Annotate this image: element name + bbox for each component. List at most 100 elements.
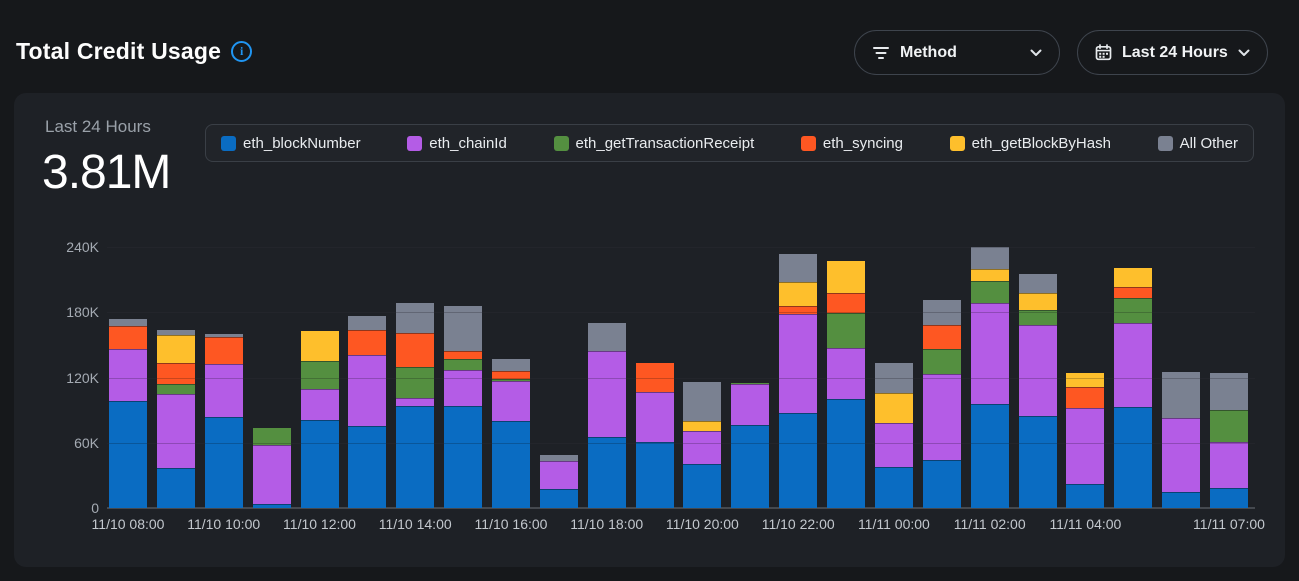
bar-segment-eth_syncing[interactable] — [348, 329, 387, 355]
bar-segment-eth_chainId[interactable] — [396, 398, 435, 406]
bar-segment-eth_getTransactionReceipt[interactable] — [731, 382, 770, 384]
bar-segment-eth_blockNumber[interactable] — [348, 426, 387, 508]
bar-segment-All Other[interactable] — [874, 363, 913, 393]
bar-segment-eth_getTransactionReceipt[interactable] — [492, 378, 530, 381]
bar-segment-eth_chainId[interactable] — [683, 430, 722, 465]
bar-segment-eth_chainId[interactable] — [109, 349, 147, 402]
bar-segment-eth_blockNumber[interactable] — [492, 420, 530, 508]
bar-segment-eth_chainId[interactable] — [1162, 417, 1201, 492]
chart-bar[interactable] — [874, 363, 913, 508]
bar-segment-eth_chainId[interactable] — [492, 380, 530, 421]
bar-segment-eth_blockNumber[interactable] — [970, 403, 1009, 509]
bar-segment-eth_chainId[interactable] — [779, 314, 818, 414]
bar-segment-All Other[interactable] — [156, 329, 195, 336]
bar-segment-eth_chainId[interactable] — [635, 391, 674, 442]
bar-segment-eth_getBlockByHash[interactable] — [156, 335, 195, 364]
bar-segment-eth_chainId[interactable] — [156, 393, 195, 468]
chart-bar[interactable] — [1114, 267, 1153, 508]
bar-segment-eth_blockNumber[interactable] — [635, 441, 674, 508]
bar-segment-All Other[interactable] — [444, 305, 483, 352]
bar-segment-eth_blockNumber[interactable] — [827, 399, 865, 508]
bar-segment-eth_chainId[interactable] — [922, 374, 961, 461]
chart-bar[interactable] — [827, 261, 865, 508]
bar-segment-All Other[interactable] — [348, 315, 387, 330]
bar-segment-eth_blockNumber[interactable] — [1162, 491, 1201, 508]
chart-bar[interactable] — [970, 247, 1009, 509]
chart-bar[interactable] — [779, 253, 818, 509]
bar-segment-eth_syncing[interactable] — [156, 363, 195, 385]
bar-segment-eth_getTransactionReceipt[interactable] — [970, 280, 1009, 303]
bar-segment-eth_getTransactionReceipt[interactable] — [444, 358, 483, 370]
bar-segment-eth_getTransactionReceipt[interactable] — [300, 361, 339, 390]
bar-segment-eth_getTransactionReceipt[interactable] — [1210, 410, 1248, 442]
bar-segment-eth_chainId[interactable] — [970, 302, 1009, 404]
bar-segment-eth_syncing[interactable] — [204, 337, 243, 365]
bar-segment-All Other[interactable] — [1210, 373, 1248, 411]
bar-segment-eth_chainId[interactable] — [874, 423, 913, 467]
legend-item-eth_syncing[interactable]: eth_syncing — [800, 135, 903, 152]
bar-segment-eth_chainId[interactable] — [539, 461, 578, 490]
bar-segment-eth_syncing[interactable] — [635, 363, 674, 392]
bar-segment-eth_getBlockByHash[interactable] — [827, 261, 865, 293]
bar-segment-eth_getBlockByHash[interactable] — [779, 281, 818, 306]
chart-bar[interactable] — [1066, 373, 1105, 508]
bar-segment-eth_chainId[interactable] — [252, 444, 291, 504]
chart-bar[interactable] — [300, 330, 339, 508]
bar-segment-eth_getTransactionReceipt[interactable] — [1018, 310, 1057, 326]
bar-segment-eth_syncing[interactable] — [827, 292, 865, 314]
bar-segment-eth_blockNumber[interactable] — [204, 416, 243, 508]
chart-bar[interactable] — [156, 329, 195, 508]
bar-segment-eth_blockNumber[interactable] — [731, 425, 770, 508]
bar-segment-eth_chainId[interactable] — [204, 364, 243, 417]
bar-segment-eth_blockNumber[interactable] — [444, 405, 483, 508]
chart-bar[interactable] — [1162, 372, 1201, 508]
chart-bar[interactable] — [539, 454, 578, 508]
bar-segment-eth_blockNumber[interactable] — [396, 405, 435, 508]
method-filter-button[interactable]: Method — [854, 30, 1060, 75]
bar-segment-eth_chainId[interactable] — [300, 389, 339, 420]
legend-item-All Other[interactable]: All Other — [1157, 135, 1238, 152]
bar-segment-eth_blockNumber[interactable] — [1018, 415, 1057, 508]
bar-segment-eth_chainId[interactable] — [1018, 325, 1057, 416]
bar-segment-All Other[interactable] — [396, 302, 435, 333]
bar-segment-eth_getTransactionReceipt[interactable] — [1114, 298, 1153, 324]
chart-bar[interactable] — [587, 323, 626, 508]
bar-segment-eth_blockNumber[interactable] — [1114, 406, 1153, 508]
bar-segment-eth_chainId[interactable] — [1114, 323, 1153, 407]
chart-bar[interactable] — [731, 382, 770, 508]
bar-segment-All Other[interactable] — [204, 334, 243, 338]
bar-segment-eth_chainId[interactable] — [444, 369, 483, 406]
bar-segment-All Other[interactable] — [970, 247, 1009, 269]
bar-segment-eth_getBlockByHash[interactable] — [1114, 267, 1153, 288]
bar-segment-eth_getTransactionReceipt[interactable] — [156, 384, 195, 394]
chart-bar[interactable] — [683, 381, 722, 508]
chart-bar[interactable] — [252, 427, 291, 509]
bar-segment-All Other[interactable] — [922, 300, 961, 326]
bar-segment-eth_chainId[interactable] — [1210, 441, 1248, 489]
chart-bar[interactable] — [109, 318, 147, 508]
chart-bar[interactable] — [396, 302, 435, 509]
bar-segment-eth_getTransactionReceipt[interactable] — [396, 366, 435, 399]
bar-segment-eth_getBlockByHash[interactable] — [683, 420, 722, 431]
chart-bar[interactable] — [635, 363, 674, 508]
legend-item-eth_blockNumber[interactable]: eth_blockNumber — [221, 135, 361, 152]
bar-segment-All Other[interactable] — [1162, 372, 1201, 418]
bar-segment-eth_blockNumber[interactable] — [539, 489, 578, 508]
bar-segment-eth_getBlockByHash[interactable] — [300, 330, 339, 362]
bar-segment-eth_getBlockByHash[interactable] — [1018, 292, 1057, 311]
info-icon[interactable]: i — [231, 40, 253, 62]
bar-segment-eth_chainId[interactable] — [827, 348, 865, 400]
bar-segment-eth_syncing[interactable] — [444, 351, 483, 359]
legend-item-eth_getBlockByHash[interactable]: eth_getBlockByHash — [949, 135, 1111, 152]
bar-segment-eth_blockNumber[interactable] — [683, 464, 722, 508]
bar-segment-eth_getTransactionReceipt[interactable] — [827, 313, 865, 349]
chart-bar[interactable] — [922, 300, 961, 508]
chart-bar[interactable] — [204, 334, 243, 508]
bar-segment-All Other[interactable] — [492, 359, 530, 371]
bar-segment-eth_syncing[interactable] — [492, 371, 530, 379]
bar-segment-eth_blockNumber[interactable] — [252, 503, 291, 508]
bar-segment-eth_getTransactionReceipt[interactable] — [252, 427, 291, 445]
bar-segment-eth_blockNumber[interactable] — [587, 437, 626, 508]
bar-segment-eth_blockNumber[interactable] — [156, 467, 195, 508]
bar-segment-eth_syncing[interactable] — [1066, 387, 1105, 408]
